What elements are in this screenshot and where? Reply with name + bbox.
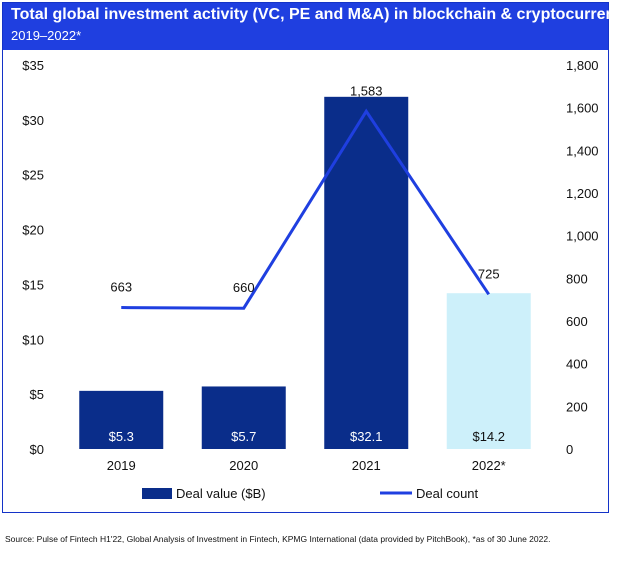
chart-title: Total global investment activity (VC, PE… xyxy=(11,6,623,23)
x-axis-category-label: 2020 xyxy=(229,458,258,473)
legend-label-deal-count: Deal count xyxy=(416,486,479,501)
line-point-label: 663 xyxy=(110,280,132,295)
bar-value-label: $5.3 xyxy=(109,429,134,444)
right-axis-tick-label: 1,400 xyxy=(566,143,599,158)
bar-deal-value xyxy=(79,390,164,449)
line-point-label: 725 xyxy=(478,266,500,281)
source-note: Source: Pulse of Fintech H1'22, Global A… xyxy=(5,534,551,544)
combo-chart: $0 $5 $10 $15 $20 $25 $30 $35 0 200 400 600 800 1,000… xyxy=(22,58,599,501)
bar-value-label: $5.7 xyxy=(231,429,256,444)
left-axis-tick-label: $20 xyxy=(22,223,44,238)
left-axis-tick-label: $35 xyxy=(22,58,44,73)
left-axis-tick-label: $15 xyxy=(22,277,44,292)
left-axis-tick-label: $0 xyxy=(30,442,44,457)
right-axis-tick-label: 400 xyxy=(566,357,588,372)
right-axis-tick-label: 600 xyxy=(566,314,588,329)
right-axis-tick-label: 1,600 xyxy=(566,101,599,116)
left-axis-tick-label: $30 xyxy=(22,113,44,128)
legend-label-deal-value: Deal value ($B) xyxy=(176,486,266,501)
bar-deal-value xyxy=(324,96,409,450)
right-axis-tick-label: 1,200 xyxy=(566,186,599,201)
x-axis-category-label: 2019 xyxy=(107,458,136,473)
chart-subtitle: 2019–2022* xyxy=(11,28,82,43)
legend-swatch-deal-value xyxy=(142,488,172,499)
right-axis-tick-label: 1,800 xyxy=(566,58,599,73)
bar-deal-value xyxy=(446,293,531,449)
x-axis-category-label: 2022* xyxy=(472,458,506,473)
bar-value-label: $32.1 xyxy=(350,429,383,444)
right-axis-tick-label: 0 xyxy=(566,442,573,457)
x-axis-category-label: 2021 xyxy=(352,458,381,473)
line-point-label: 660 xyxy=(233,280,255,295)
line-point-label: 1,583 xyxy=(350,83,383,98)
left-axis-tick-label: $10 xyxy=(22,332,44,347)
right-axis-tick-label: 800 xyxy=(566,271,588,286)
left-axis-tick-label: $5 xyxy=(30,387,44,402)
line-deal-count xyxy=(121,108,490,310)
right-axis-tick-label: 1,000 xyxy=(566,229,599,244)
left-axis-tick-label: $25 xyxy=(22,168,44,183)
right-axis-tick-label: 200 xyxy=(566,399,588,414)
chart-header: Total global investment activity (VC, PE… xyxy=(3,3,623,50)
bar-deal-value xyxy=(201,386,286,449)
bar-value-label: $14.2 xyxy=(472,429,505,444)
chart-frame: Total global investment activity (VC, PE… xyxy=(2,2,623,513)
